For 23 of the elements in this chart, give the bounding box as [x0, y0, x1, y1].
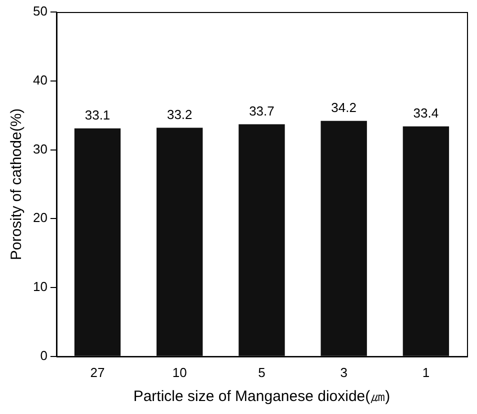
x-tick-label: 10: [172, 364, 187, 380]
y-tick-label: 20: [32, 210, 48, 226]
data-label: 33.7: [249, 103, 274, 118]
bar: [320, 120, 367, 356]
bar: [156, 128, 203, 356]
y-tick-label: 30: [32, 141, 48, 156]
data-label: 33.2: [166, 106, 192, 122]
x-tick-label: 1: [422, 364, 430, 380]
x-tick-label: 3: [340, 364, 348, 380]
data-label: 33.1: [84, 107, 110, 122]
x-axis-title: Particle size of Manganese dioxide(㎛): [133, 388, 390, 406]
x-tick-label: 27: [90, 364, 105, 380]
y-tick-label: 0: [40, 348, 48, 363]
y-tick-label: 10: [32, 279, 48, 294]
bar: [74, 128, 121, 356]
y-axis-title: Porosity of cathode(%): [8, 108, 26, 260]
y-tick-label: 50: [32, 4, 48, 19]
bar: [238, 124, 285, 356]
bar: [402, 126, 450, 356]
x-tick-label: 5: [258, 364, 266, 380]
data-label: 33.4: [413, 105, 439, 120]
y-tick-label: 40: [32, 72, 48, 88]
data-label: 34.2: [331, 100, 356, 115]
